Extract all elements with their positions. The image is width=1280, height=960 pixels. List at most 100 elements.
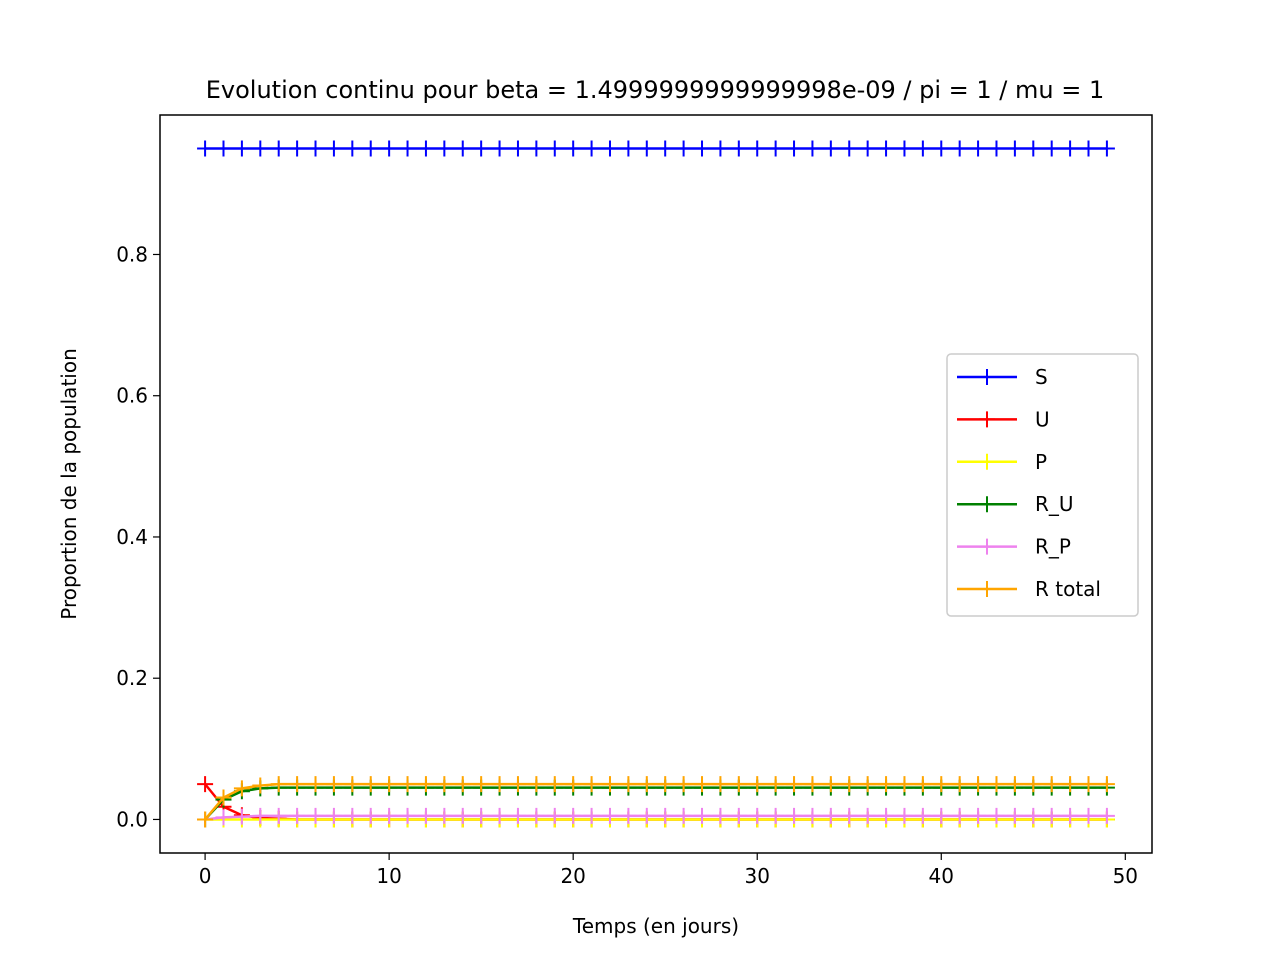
data-point: [914, 140, 931, 157]
data-point: [1025, 807, 1042, 824]
y-axis-label: Proportion de la population: [57, 348, 81, 620]
data-point: [896, 776, 913, 793]
data-point: [859, 140, 876, 157]
data-point: [804, 140, 821, 157]
data-point: [233, 140, 250, 157]
data-point: [1080, 807, 1097, 824]
data-point: [325, 140, 342, 157]
data-point: [417, 140, 434, 157]
data-point: [491, 776, 508, 793]
data-point: [878, 776, 895, 793]
data-point: [565, 807, 582, 824]
legend: SUP R_U R_P R total: [946, 353, 1139, 617]
data-point: [344, 807, 361, 824]
data-point: [528, 776, 545, 793]
data-point: [454, 776, 471, 793]
data-point: [767, 776, 784, 793]
data-point: [307, 776, 324, 793]
data-point: [859, 776, 876, 793]
data-point: [638, 776, 655, 793]
data-point: [1025, 776, 1042, 793]
data-point: [1098, 140, 1115, 157]
data-point: [601, 807, 618, 824]
legend-marker: [979, 369, 995, 385]
data-point: [270, 776, 287, 793]
data-point: [289, 807, 306, 824]
data-point: [1043, 776, 1060, 793]
legend-marker: [979, 453, 995, 470]
data-point: [307, 807, 324, 824]
series-line: [204, 782, 1107, 821]
data-point: [215, 140, 232, 157]
data-point: [767, 807, 784, 824]
data-point: [933, 140, 950, 157]
data-point: [233, 808, 250, 825]
data-point: [601, 140, 618, 157]
data-point: [215, 809, 232, 826]
data-point: [436, 776, 453, 793]
legend-marker: [979, 581, 995, 597]
data-point: [657, 807, 674, 824]
data-point: [878, 140, 895, 157]
plot-frame: [159, 114, 1153, 854]
data-point: [399, 776, 416, 793]
data-point: [546, 807, 563, 824]
data-point: [1080, 776, 1097, 793]
data-point: [694, 776, 711, 793]
data-point: [381, 776, 398, 793]
data-point: [252, 807, 269, 824]
legend-item: R_P: [957, 535, 1071, 559]
legend-label: R_P: [1035, 535, 1071, 559]
plot-series: [197, 140, 1115, 828]
legend-label: S: [1035, 365, 1048, 389]
data-point: [804, 807, 821, 824]
legend-label: R total: [1035, 577, 1101, 601]
y-tick-label: 0.2: [116, 666, 148, 690]
data-point: [454, 140, 471, 157]
data-point: [914, 776, 931, 793]
x-tick-label: 50: [1113, 864, 1138, 888]
data-point: [601, 776, 618, 793]
data-point: [988, 776, 1005, 793]
data-point: [749, 807, 766, 824]
data-point: [1043, 140, 1060, 157]
data-point: [657, 140, 674, 157]
data-point: [786, 140, 803, 157]
data-point: [970, 776, 987, 793]
data-point: [933, 776, 950, 793]
data-point: [675, 776, 692, 793]
series-r-total: [197, 776, 1115, 828]
legend-marker: [979, 496, 995, 513]
legend-item: S: [957, 365, 1048, 389]
data-point: [325, 807, 342, 824]
data-point: [933, 807, 950, 824]
data-point: [841, 140, 858, 157]
data-point: [1098, 776, 1115, 793]
data-point: [509, 807, 526, 824]
data-point: [620, 140, 637, 157]
data-point: [197, 140, 214, 157]
legend-item: R_U: [957, 492, 1074, 516]
data-point: [473, 807, 490, 824]
data-point: [730, 807, 747, 824]
data-point: [988, 140, 1005, 157]
data-point: [1080, 140, 1097, 157]
data-point: [657, 776, 674, 793]
legend-label: R_U: [1035, 492, 1074, 516]
x-tick-label: 0: [199, 864, 212, 888]
data-point: [491, 140, 508, 157]
data-point: [454, 807, 471, 824]
data-point: [951, 807, 968, 824]
data-point: [786, 807, 803, 824]
data-point: [694, 807, 711, 824]
data-point: [749, 776, 766, 793]
y-tick-label: 0.4: [116, 525, 148, 549]
series-s: [197, 140, 1115, 157]
y-axis-ticks: 0.0 0.2 0.4 0.6 0.8: [116, 242, 160, 831]
data-point: [841, 776, 858, 793]
data-point: [1062, 807, 1079, 824]
x-tick-label: 40: [929, 864, 954, 888]
data-point: [896, 807, 913, 824]
chart-title: Evolution continu pour beta = 1.49999999…: [206, 76, 1105, 104]
